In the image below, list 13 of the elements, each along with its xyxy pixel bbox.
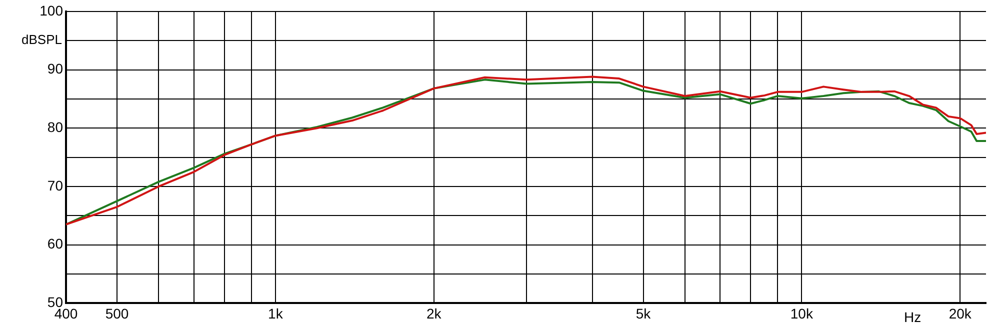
x-tick-label: 5k <box>636 305 652 322</box>
x-tick-label: 1k <box>268 305 284 322</box>
y-tick-label: 80 <box>47 118 64 135</box>
y-tick-label: 70 <box>47 177 64 194</box>
y-tick-label: 100 <box>40 2 64 18</box>
x-tick-label: 2k <box>426 305 442 322</box>
y-tick-label: 60 <box>47 236 64 252</box>
x-tick-label: 20k <box>948 305 972 322</box>
y-tick-label: 90 <box>47 60 64 77</box>
x-tick-label: 10k <box>790 305 814 322</box>
x-axis-title: Hz <box>904 309 922 326</box>
y-axis-title: dBSPL <box>22 32 62 48</box>
x-tick-label: 500 <box>105 305 129 322</box>
